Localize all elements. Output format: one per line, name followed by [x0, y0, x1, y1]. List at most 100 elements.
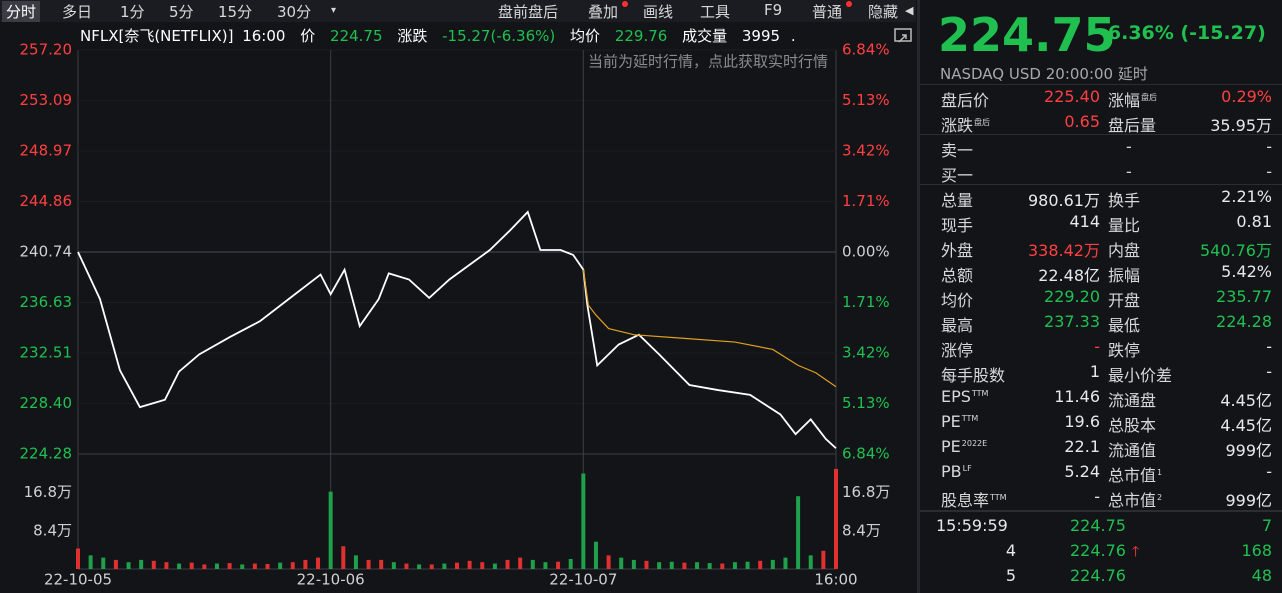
stat-row: 每手股数 1 最小价差 - [920, 359, 1282, 385]
volume-bar [353, 555, 358, 569]
arrow-icon[interactable]: ◀ [905, 4, 914, 17]
button[interactable]: 工具 [700, 3, 731, 21]
value: - [1266, 462, 1272, 481]
volume-bar [189, 562, 194, 569]
label: 总量 [941, 191, 974, 210]
stat-row: 外盘 338.42万 内盘 540.76万 [920, 234, 1282, 260]
y2-tick-label: 1.71% [842, 192, 890, 210]
value: - [1094, 337, 1100, 356]
tick-price: 224.76 [1070, 566, 1126, 585]
volume-bar [505, 559, 510, 569]
y2-tick-label: 1.71% [842, 293, 890, 311]
separator [920, 134, 1282, 135]
label-sup: 1 [1157, 468, 1163, 477]
volume-bar [745, 561, 750, 569]
label-text: 总市值 [1108, 466, 1157, 485]
label: 最高 [941, 316, 974, 335]
volume-bar [593, 541, 598, 569]
button[interactable]: 叠加 [588, 3, 619, 21]
average-line [582, 269, 837, 388]
value: - [1094, 487, 1100, 506]
volume-bar [88, 555, 93, 569]
volume-bar [518, 557, 523, 569]
tab[interactable]: 15分 [218, 3, 253, 21]
volume-bar [492, 563, 497, 569]
last-price: 224.75 [938, 8, 1116, 62]
label: 总市值2 [1108, 487, 1162, 511]
tab[interactable]: 5分 [169, 3, 194, 21]
volume-bar [328, 491, 333, 569]
volume-bar [202, 564, 207, 569]
button[interactable]: 普通 [812, 3, 843, 21]
label: 换手 [1108, 191, 1141, 210]
volume-bar [682, 562, 687, 569]
label: 盘后价 [941, 91, 990, 110]
export-icon[interactable] [894, 28, 912, 43]
dropdown-icon[interactable]: ▾ [331, 5, 337, 16]
volume-bar [76, 548, 80, 569]
label: 振幅 [1108, 266, 1141, 285]
chart: NFLX[奈飞(NETFLIX)] 16:00 价 224.75 涨跌 -15.… [0, 22, 917, 593]
volume-bar [379, 559, 384, 569]
volume-bar [265, 563, 270, 569]
button[interactable]: 隐藏 [868, 3, 899, 21]
volume-bar [240, 564, 245, 569]
value: 235.77 [1216, 287, 1272, 306]
volume-bar [126, 562, 131, 569]
button[interactable]: F9 [764, 1, 783, 19]
volume-bar [669, 561, 674, 569]
tab[interactable]: 多日 [62, 3, 93, 21]
value: 0.29% [1221, 87, 1272, 106]
button[interactable]: 画线 [643, 3, 674, 21]
volume-tick-label: 16.8万 [842, 483, 890, 501]
price-line [77, 210, 837, 449]
volume-bar [619, 557, 624, 569]
stat-row: 总额 22.48亿 振幅 5.42% [920, 259, 1282, 285]
volume-bar [543, 562, 548, 569]
value: - [1266, 362, 1272, 381]
stat-row: EPSTTM 11.46 流通盘 4.45亿 [920, 384, 1282, 410]
y-tick-label: 244.86 [20, 192, 73, 210]
label: 总额 [941, 266, 974, 285]
y-tick-label: 253.09 [20, 91, 73, 109]
volume-bar [429, 564, 434, 569]
x-tick-label: 22-10-07 [549, 571, 617, 589]
label-text: PE [941, 412, 961, 431]
currency: USD [1008, 65, 1041, 83]
y-tick-label: 236.63 [20, 293, 73, 311]
value: 999亿 [1225, 491, 1272, 510]
exchange: NASDAQ [940, 65, 1005, 83]
tab[interactable]: 30分 [277, 3, 312, 21]
value: 35.95万 [1210, 116, 1272, 135]
label: 均价 [570, 27, 600, 45]
label: 涨停 [941, 341, 974, 360]
value: 980.61万 [1028, 191, 1100, 210]
tick-price: 224.76 [1070, 541, 1126, 560]
volume-bar [796, 496, 801, 569]
order-row: 买一 - - [920, 159, 1282, 185]
volume-bar [252, 563, 257, 569]
volume-bar [177, 563, 182, 569]
volume-tick-label: 8.4万 [842, 521, 881, 539]
tab[interactable]: 1分 [120, 3, 145, 21]
separator [920, 84, 1282, 85]
label-sup: TTM [961, 414, 979, 423]
tab[interactable]: 分时 [2, 1, 41, 22]
value: 0.65 [1064, 112, 1100, 131]
toolbar: 分时 多日 1分 5分 15分 30分 ▾ 盘前盘后 叠加 画线 工具 F9 普… [0, 0, 916, 22]
value: 4.45亿 [1220, 416, 1272, 435]
label-text: PE [941, 437, 961, 456]
quote-time: 20:00:00 [1045, 65, 1114, 83]
stat-row: PBLF 5.24 总市值1 - [920, 459, 1282, 485]
y2-tick-label: 6.84% [842, 41, 890, 59]
volume-bar [568, 558, 573, 569]
label: 流通盘 [1108, 391, 1157, 410]
volume-bar [707, 563, 712, 569]
value: 0.81 [1236, 212, 1272, 231]
volume-bar [720, 563, 725, 569]
button[interactable]: 盘前盘后 [498, 3, 559, 21]
value: 229.20 [1044, 287, 1100, 306]
volume-bar [455, 562, 459, 569]
delay-notice[interactable]: 当前为延时行情，点此获取实时行情 [588, 53, 828, 71]
